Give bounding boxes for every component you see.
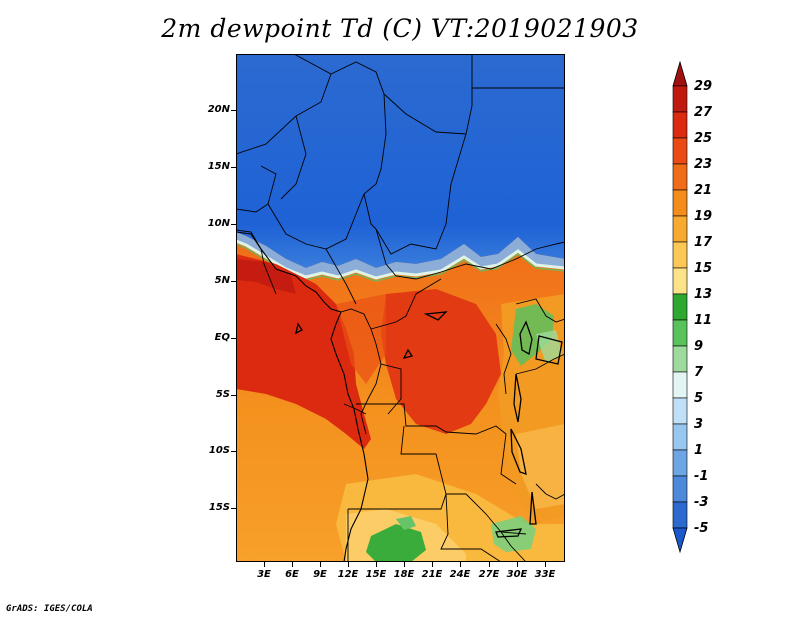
- colorbar-label: 3: [694, 417, 704, 432]
- x-tick-label-12E: 12E: [337, 569, 359, 580]
- x-tick-label-6E: 6E: [285, 569, 299, 580]
- y-tick-label-15S: 15S: [208, 502, 230, 513]
- y-tick: [231, 167, 236, 168]
- colorbar-label: 25: [694, 131, 713, 146]
- colorbar-bottom-arrow: [672, 527, 688, 554]
- x-tick-label-21E: 21E: [421, 569, 443, 580]
- colorbar-segment: [672, 215, 688, 243]
- colorbar-label: 23: [694, 157, 713, 172]
- coastline: [236, 231, 369, 562]
- y-tick: [231, 338, 236, 339]
- x-tick: [264, 562, 265, 567]
- colorbar-label: 27: [694, 105, 713, 120]
- x-tick: [432, 562, 433, 567]
- y-tick: [231, 281, 236, 282]
- y-tick-label-15N: 15N: [207, 161, 230, 172]
- x-tick-label-9E: 9E: [313, 569, 327, 580]
- credit-label: GrADS: IGES/COLA: [6, 604, 93, 614]
- colorbar-segment: [672, 85, 688, 113]
- colorbar-segment: [672, 423, 688, 451]
- colorbar-label: 19: [694, 209, 713, 224]
- northern-dry-field: [236, 54, 565, 268]
- colorbar-top-arrow: [672, 60, 688, 87]
- colorbar-label: 11: [694, 313, 713, 328]
- x-tick: [489, 562, 490, 567]
- x-tick: [292, 562, 293, 567]
- colorbar-segment: [672, 371, 688, 399]
- x-tick-label-33E: 33E: [534, 569, 556, 580]
- colorbar-segment: [672, 397, 688, 425]
- green-patch-south: [366, 524, 426, 562]
- colorbar-label: 9: [694, 339, 704, 354]
- x-tick-label-24E: 24E: [449, 569, 471, 580]
- colorbar-label: -5: [694, 521, 709, 536]
- x-tick-label-30E: 30E: [506, 569, 528, 580]
- x-tick-label-15E: 15E: [365, 569, 387, 580]
- coastal-moist-core: [236, 254, 371, 449]
- y-tick: [231, 451, 236, 452]
- y-tick-label-5S: 5S: [215, 389, 230, 400]
- colorbar-segment: [672, 345, 688, 373]
- colorbar-label: 17: [694, 235, 713, 250]
- y-tick: [231, 508, 236, 509]
- colorbar-label: 13: [694, 287, 713, 302]
- colorbar-label: 7: [694, 365, 704, 380]
- x-tick-label-18E: 18E: [393, 569, 415, 580]
- congo-moist-region: [381, 289, 501, 434]
- humidity-front: [236, 239, 565, 280]
- y-tick-label-5N: 5N: [214, 275, 230, 286]
- x-tick-label-3E: 3E: [257, 569, 271, 580]
- colorbar-label: -1: [694, 469, 709, 484]
- green-patch-southeast: [491, 516, 536, 552]
- x-tick: [460, 562, 461, 567]
- colorbar-label: 21: [694, 183, 713, 198]
- colorbar: [672, 60, 688, 554]
- colorbar-label: 29: [694, 79, 713, 94]
- x-tick: [517, 562, 518, 567]
- map-title: 2m dewpoint Td (C) VT:2019021903: [161, 14, 639, 43]
- lakes: [295, 311, 563, 538]
- colorbar-segment: [672, 475, 688, 503]
- x-tick: [404, 562, 405, 567]
- colorbar-segment: [672, 241, 688, 269]
- y-tick: [231, 110, 236, 111]
- y-tick: [231, 395, 236, 396]
- dewpoint-map: [236, 54, 565, 562]
- y-tick-label-10S: 10S: [208, 445, 230, 456]
- y-tick: [231, 224, 236, 225]
- x-tick: [320, 562, 321, 567]
- x-tick: [545, 562, 546, 567]
- colorbar-segment: [672, 137, 688, 165]
- y-tick-label-20N: 20N: [207, 104, 230, 115]
- colorbar-label: 15: [694, 261, 713, 276]
- colorbar-segment: [672, 267, 688, 295]
- colorbar-label: 5: [694, 391, 704, 406]
- colorbar-segment: [672, 501, 688, 529]
- colorbar-label: -3: [694, 495, 709, 510]
- x-tick: [376, 562, 377, 567]
- y-tick-label-10N: 10N: [207, 218, 230, 229]
- colorbar-segment: [672, 449, 688, 477]
- x-tick: [348, 562, 349, 567]
- colorbar-label: 1: [694, 443, 704, 458]
- transition-band: [236, 232, 565, 277]
- colorbar-segment: [672, 111, 688, 139]
- x-tick-label-27E: 27E: [478, 569, 500, 580]
- colorbar-segment: [672, 293, 688, 321]
- y-tick-label-EQ: EQ: [214, 332, 230, 343]
- dewpoint-map-canvas: [236, 54, 565, 562]
- colorbar-segment: [672, 163, 688, 191]
- colorbar-segment: [672, 319, 688, 347]
- colorbar-segment: [672, 189, 688, 217]
